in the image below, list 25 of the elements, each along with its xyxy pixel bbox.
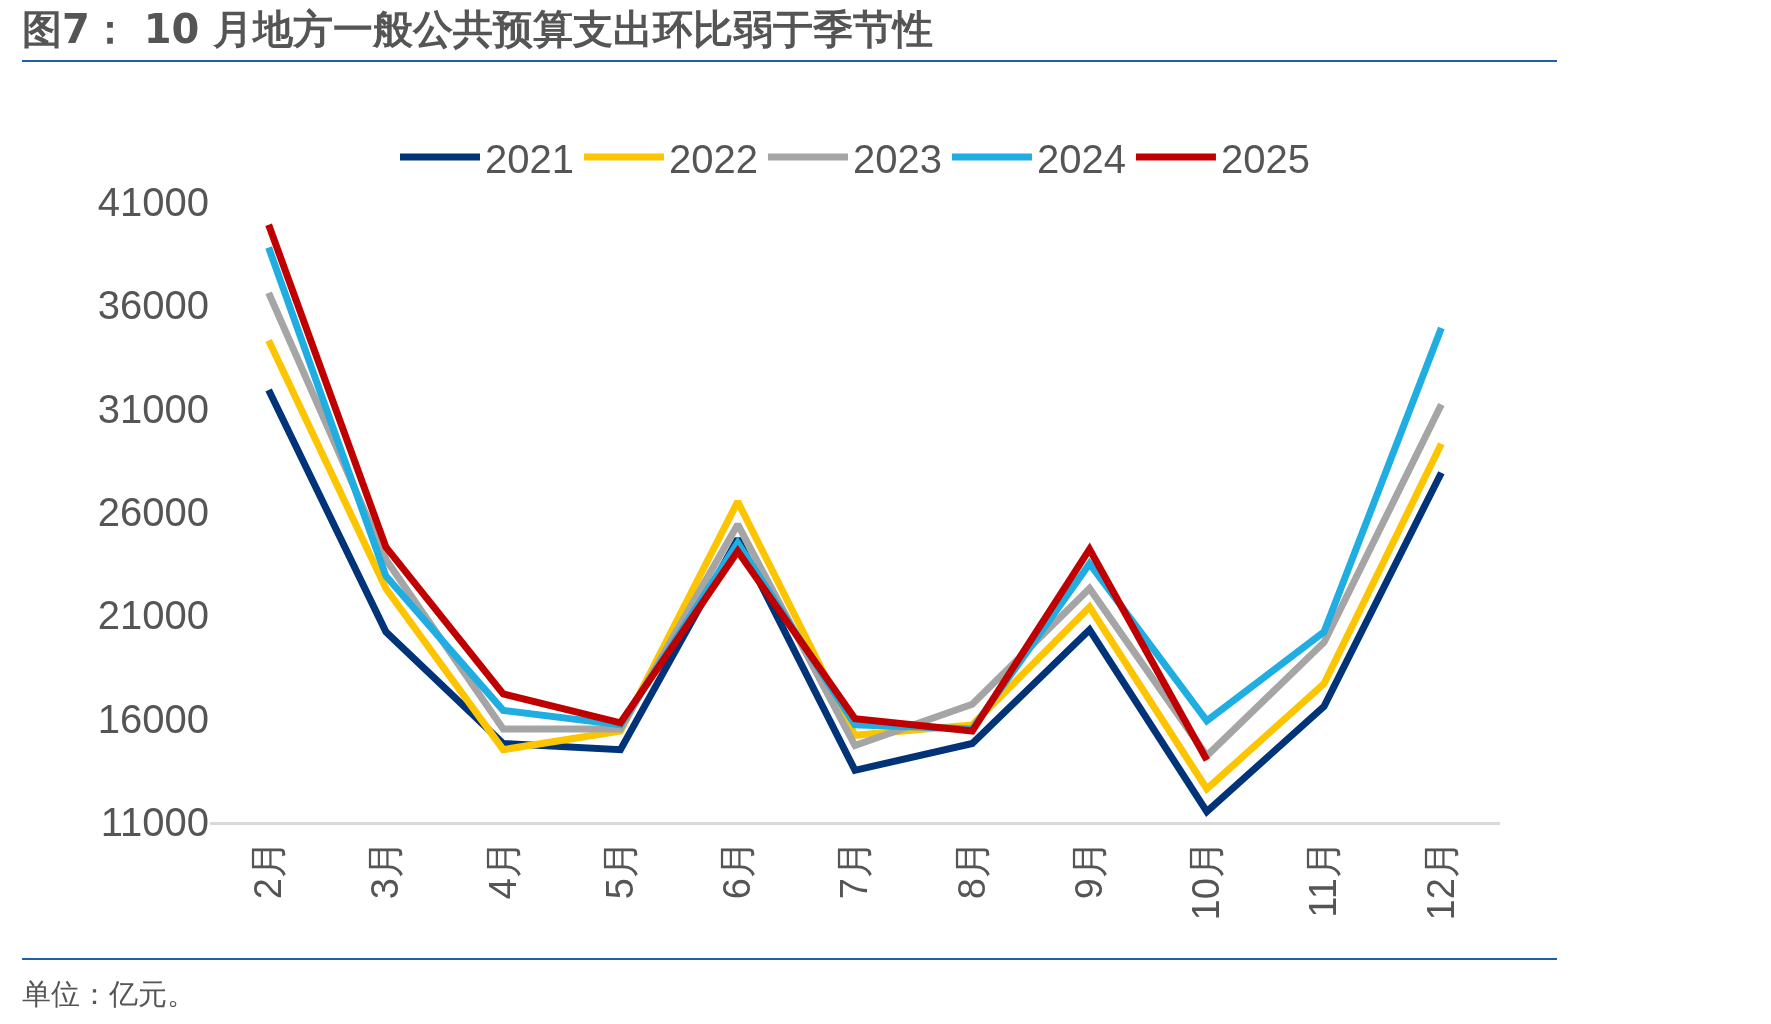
x-tick-label: 3月 xyxy=(364,840,407,900)
x-tick-label: 7月 xyxy=(833,840,876,900)
legend-label: 2025 xyxy=(1220,136,1310,181)
y-tick-label: 41000 xyxy=(97,180,209,224)
text: 单位：亿元。 xyxy=(22,976,196,1013)
y-tick-label: 16000 xyxy=(97,696,209,741)
x-tick-label: 2月 xyxy=(246,840,289,900)
x-tick-label: 6月 xyxy=(716,840,759,900)
x-tick-label: 8月 xyxy=(950,840,993,900)
legend-label: 2022 xyxy=(668,136,758,181)
y-tick-label: 26000 xyxy=(97,490,209,534)
x-tick-label: 5月 xyxy=(598,840,641,900)
x-tick-label: 10月 xyxy=(1185,840,1228,921)
chart-title: 图7： 10 月地方一般公共预算支出环比弱于季节性 xyxy=(22,5,934,54)
x-tick-label: 9月 xyxy=(1067,840,1110,900)
x-tick-label: 12月 xyxy=(1419,840,1462,921)
y-tick-label: 11000 xyxy=(100,800,209,844)
x-tick-label: 11月 xyxy=(1302,840,1345,918)
y-tick-label: 31000 xyxy=(97,386,209,431)
y-tick-label: 36000 xyxy=(97,283,209,328)
legend-label: 2021 xyxy=(485,136,574,181)
x-tick-label: 4月 xyxy=(481,840,524,900)
y-tick-label: 21000 xyxy=(97,593,209,638)
legend-label: 2023 xyxy=(852,136,942,181)
legend-label: 2024 xyxy=(1036,136,1126,181)
